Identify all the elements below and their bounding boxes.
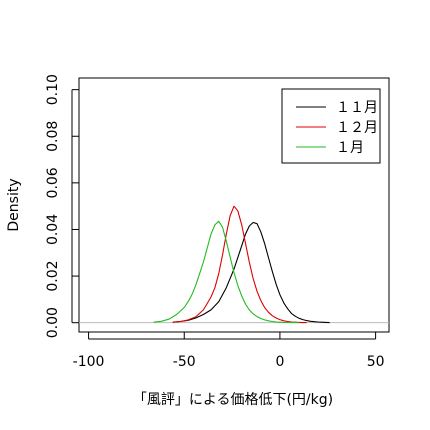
axes-layer: -100 -50 0 50 0.00 0.02 0.04 0.06 0.08 0.10 [45,74,390,370]
x-tick-label: 0 [275,354,284,370]
series-line-1 [172,221,330,324]
legend-label-3: １月 [336,140,364,156]
y-tick-label: 0.08 [45,121,61,152]
series-line-2 [172,205,307,324]
x-tick-label: -50 [173,354,196,370]
legend-box [281,88,381,164]
y-axis-title: Density [6,178,22,231]
plot-frame [78,77,390,333]
x-tick-label: 50 [367,354,385,370]
series-line-3 [153,220,300,324]
x-axis-title: 「風評」による価格低下(円/kg) [133,392,333,408]
legend: １１月 １２月 １月 [281,88,381,164]
plot-layer [79,205,389,324]
legend-label-2: １２月 [336,120,378,136]
y-tick-label: 0.00 [45,307,61,338]
x-tick-label: -100 [73,354,105,370]
legend-label-1: １１月 [336,100,378,116]
y-tick-label: 0.10 [45,74,61,105]
y-tick-label: 0.04 [45,214,61,245]
y-tick-label: 0.02 [45,260,61,291]
y-tick-label: 0.06 [45,167,61,198]
